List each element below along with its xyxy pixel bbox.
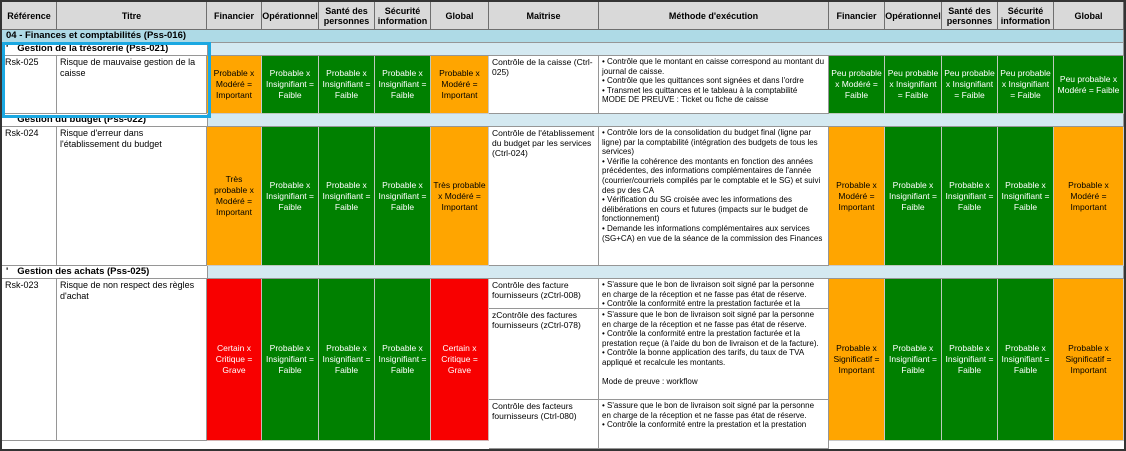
residual-score-global[interactable]: Peu probable x Modéré = Faible	[1054, 56, 1124, 114]
col-header-reference[interactable]: Référence	[2, 2, 57, 30]
residual-score-financier[interactable]: Probable x Significatif = Important	[829, 279, 885, 441]
col-header-operationnel-residuel[interactable]: Opérationnel	[885, 2, 942, 30]
residual-score-sante[interactable]: Probable x Insignifiant = Faible	[942, 127, 998, 266]
subsection-prefix: '	[6, 114, 9, 125]
residual-score-securite[interactable]: Probable x Insignifiant = Faible	[998, 127, 1054, 266]
inherent-score-operationnel[interactable]: Probable x Insignifiant = Faible	[262, 127, 319, 266]
method-column: • S'assure que le bon de livraison soit …	[599, 279, 829, 449]
inherent-score-securite[interactable]: Probable x Insignifiant = Faible	[375, 56, 431, 114]
residual-score-operationnel[interactable]: Peu probable x Insignifiant = Faible	[885, 56, 942, 114]
risk-ref-cell[interactable]: Rsk-024	[2, 127, 57, 266]
inherent-score-operationnel[interactable]: Probable x Insignifiant = Faible	[262, 56, 319, 114]
col-header-sante-residuel[interactable]: Santé des personnes	[942, 2, 998, 30]
col-header-global-inherent[interactable]: Global	[431, 2, 489, 30]
subsection-fill[interactable]	[208, 114, 1124, 127]
residual-score-operationnel[interactable]: Probable x Insignifiant = Faible	[885, 279, 942, 441]
inherent-score-operationnel[interactable]: Probable x Insignifiant = Faible	[262, 279, 319, 441]
risk-title-cell[interactable]: Risque d'erreur dans l'établissement du …	[57, 127, 207, 266]
control-name-cell[interactable]: zContrôle des factures fournisseurs (zCt…	[489, 309, 598, 400]
residual-score-sante[interactable]: Peu probable x Insignifiant = Faible	[942, 56, 998, 114]
control-name-cell[interactable]: Contrôle de l'établissement du budget pa…	[489, 127, 599, 266]
subsection-header-budget[interactable]: ' Gestion du budget (Pss-022)	[2, 114, 208, 127]
subsection-row-achats: ' Gestion des achats (Pss-025)	[2, 266, 1124, 279]
inherent-score-securite[interactable]: Probable x Insignifiant = Faible	[375, 127, 431, 266]
residual-score-global[interactable]: Probable x Modéré = Important	[1054, 127, 1124, 266]
col-header-titre[interactable]: Titre	[57, 2, 207, 30]
residual-score-operationnel[interactable]: Probable x Insignifiant = Faible	[885, 127, 942, 266]
col-header-sante-inherent[interactable]: Santé des personnes	[319, 2, 375, 30]
residual-score-securite[interactable]: Peu probable x Insignifiant = Faible	[998, 56, 1054, 114]
inherent-score-financier[interactable]: Probable x Modéré = Important	[207, 56, 262, 114]
inherent-score-global[interactable]: Certain x Critique = Grave	[431, 279, 489, 441]
section-header-finances[interactable]: 04 - Finances et comptabilités (Pss-016)	[2, 30, 1124, 43]
inherent-score-sante[interactable]: Probable x Insignifiant = Faible	[319, 127, 375, 266]
inherent-score-global[interactable]: Probable x Modéré = Important	[431, 56, 489, 114]
inherent-score-sante[interactable]: Probable x Insignifiant = Faible	[319, 279, 375, 441]
control-name-column: Contrôle des facture fournisseurs (zCtrl…	[489, 279, 599, 449]
method-cell[interactable]: • S'assure que le bon de livraison soit …	[599, 309, 828, 400]
inherent-score-securite[interactable]: Probable x Insignifiant = Faible	[375, 279, 431, 441]
table-header-row: Référence Titre Financier Opérationnel S…	[2, 2, 1124, 30]
risk-row-rsk-024: Rsk-024 Risque d'erreur dans l'établisse…	[2, 127, 1124, 266]
inherent-score-sante[interactable]: Probable x Insignifiant = Faible	[319, 56, 375, 114]
col-header-financier-inherent[interactable]: Financier	[207, 2, 262, 30]
control-name-cell[interactable]: Contrôle des facture fournisseurs (zCtrl…	[489, 279, 598, 309]
section-row-finances: 04 - Finances et comptabilités (Pss-016)	[2, 30, 1124, 43]
inherent-score-financier[interactable]: Très probable x Modéré = Important	[207, 127, 262, 266]
method-cell[interactable]: • S'assure que le bon de livraison soit …	[602, 401, 815, 430]
control-name-cell[interactable]: Contrôle de la caisse (Ctrl-025)	[489, 56, 599, 114]
col-header-securite-residuel[interactable]: Sécurité information	[998, 2, 1054, 30]
risk-row-rsk-025: Rsk-025 Risque de mauvaise gestion de la…	[2, 56, 1124, 114]
col-header-financier-residuel[interactable]: Financier	[829, 2, 885, 30]
residual-score-securite[interactable]: Probable x Insignifiant = Faible	[998, 279, 1054, 441]
inherent-score-financier[interactable]: Certain x Critique = Grave	[207, 279, 262, 441]
residual-score-global[interactable]: Probable x Significatif = Important	[1054, 279, 1124, 441]
subsection-row-tresorerie: ' Gestion de la trésorerie (Pss-021)	[2, 43, 1124, 56]
method-cell[interactable]: • S'assure que le bon de livraison soit …	[599, 279, 828, 309]
col-header-maitrise[interactable]: Maîtrise	[489, 2, 599, 30]
inherent-score-global[interactable]: Très probable x Modéré = Important	[431, 127, 489, 266]
method-cell[interactable]: • Contrôle que le montant en caisse corr…	[599, 56, 829, 114]
subsection-label: Gestion des achats (Pss-025)	[17, 266, 150, 277]
risk-title-cell[interactable]: Risque de mauvaise gestion de la caisse	[57, 56, 207, 114]
subsection-header-tresorerie[interactable]: ' Gestion de la trésorerie (Pss-021)	[2, 43, 208, 56]
subsection-row-budget: ' Gestion du budget (Pss-022)	[2, 114, 1124, 127]
method-cell[interactable]: • Contrôle lors de la consolidation du b…	[599, 127, 829, 266]
control-name-cell[interactable]: Contrôle des facteurs fournisseurs (Ctrl…	[492, 401, 577, 421]
col-header-methode-execution[interactable]: Méthode d'exécution	[599, 2, 829, 30]
subsection-header-achats[interactable]: ' Gestion des achats (Pss-025)	[2, 266, 208, 279]
risk-ref-cell[interactable]: Rsk-023	[2, 279, 57, 441]
residual-score-financier[interactable]: Probable x Modéré = Important	[829, 127, 885, 266]
risk-ref-cell[interactable]: Rsk-025	[2, 56, 57, 114]
col-header-global-residuel[interactable]: Global	[1054, 2, 1124, 30]
subsection-prefix: '	[6, 266, 9, 277]
col-header-operationnel-inherent[interactable]: Opérationnel	[262, 2, 319, 30]
risk-row-rsk-023: Rsk-023 Risque de non respect des règles…	[2, 279, 1124, 449]
col-header-securite-inherent[interactable]: Sécurité information	[375, 2, 431, 30]
subsection-prefix: '	[6, 43, 9, 54]
residual-score-financier[interactable]: Peu probable x Modéré = Faible	[829, 56, 885, 114]
subsection-label: Gestion de la trésorerie (Pss-021)	[17, 43, 169, 54]
subsection-fill[interactable]	[208, 266, 1124, 279]
subsection-fill[interactable]	[208, 43, 1124, 56]
residual-score-sante[interactable]: Probable x Insignifiant = Faible	[942, 279, 998, 441]
subsection-label: Gestion du budget (Pss-022)	[17, 114, 147, 125]
risk-title-cell[interactable]: Risque de non respect des règles d'achat	[57, 279, 207, 441]
